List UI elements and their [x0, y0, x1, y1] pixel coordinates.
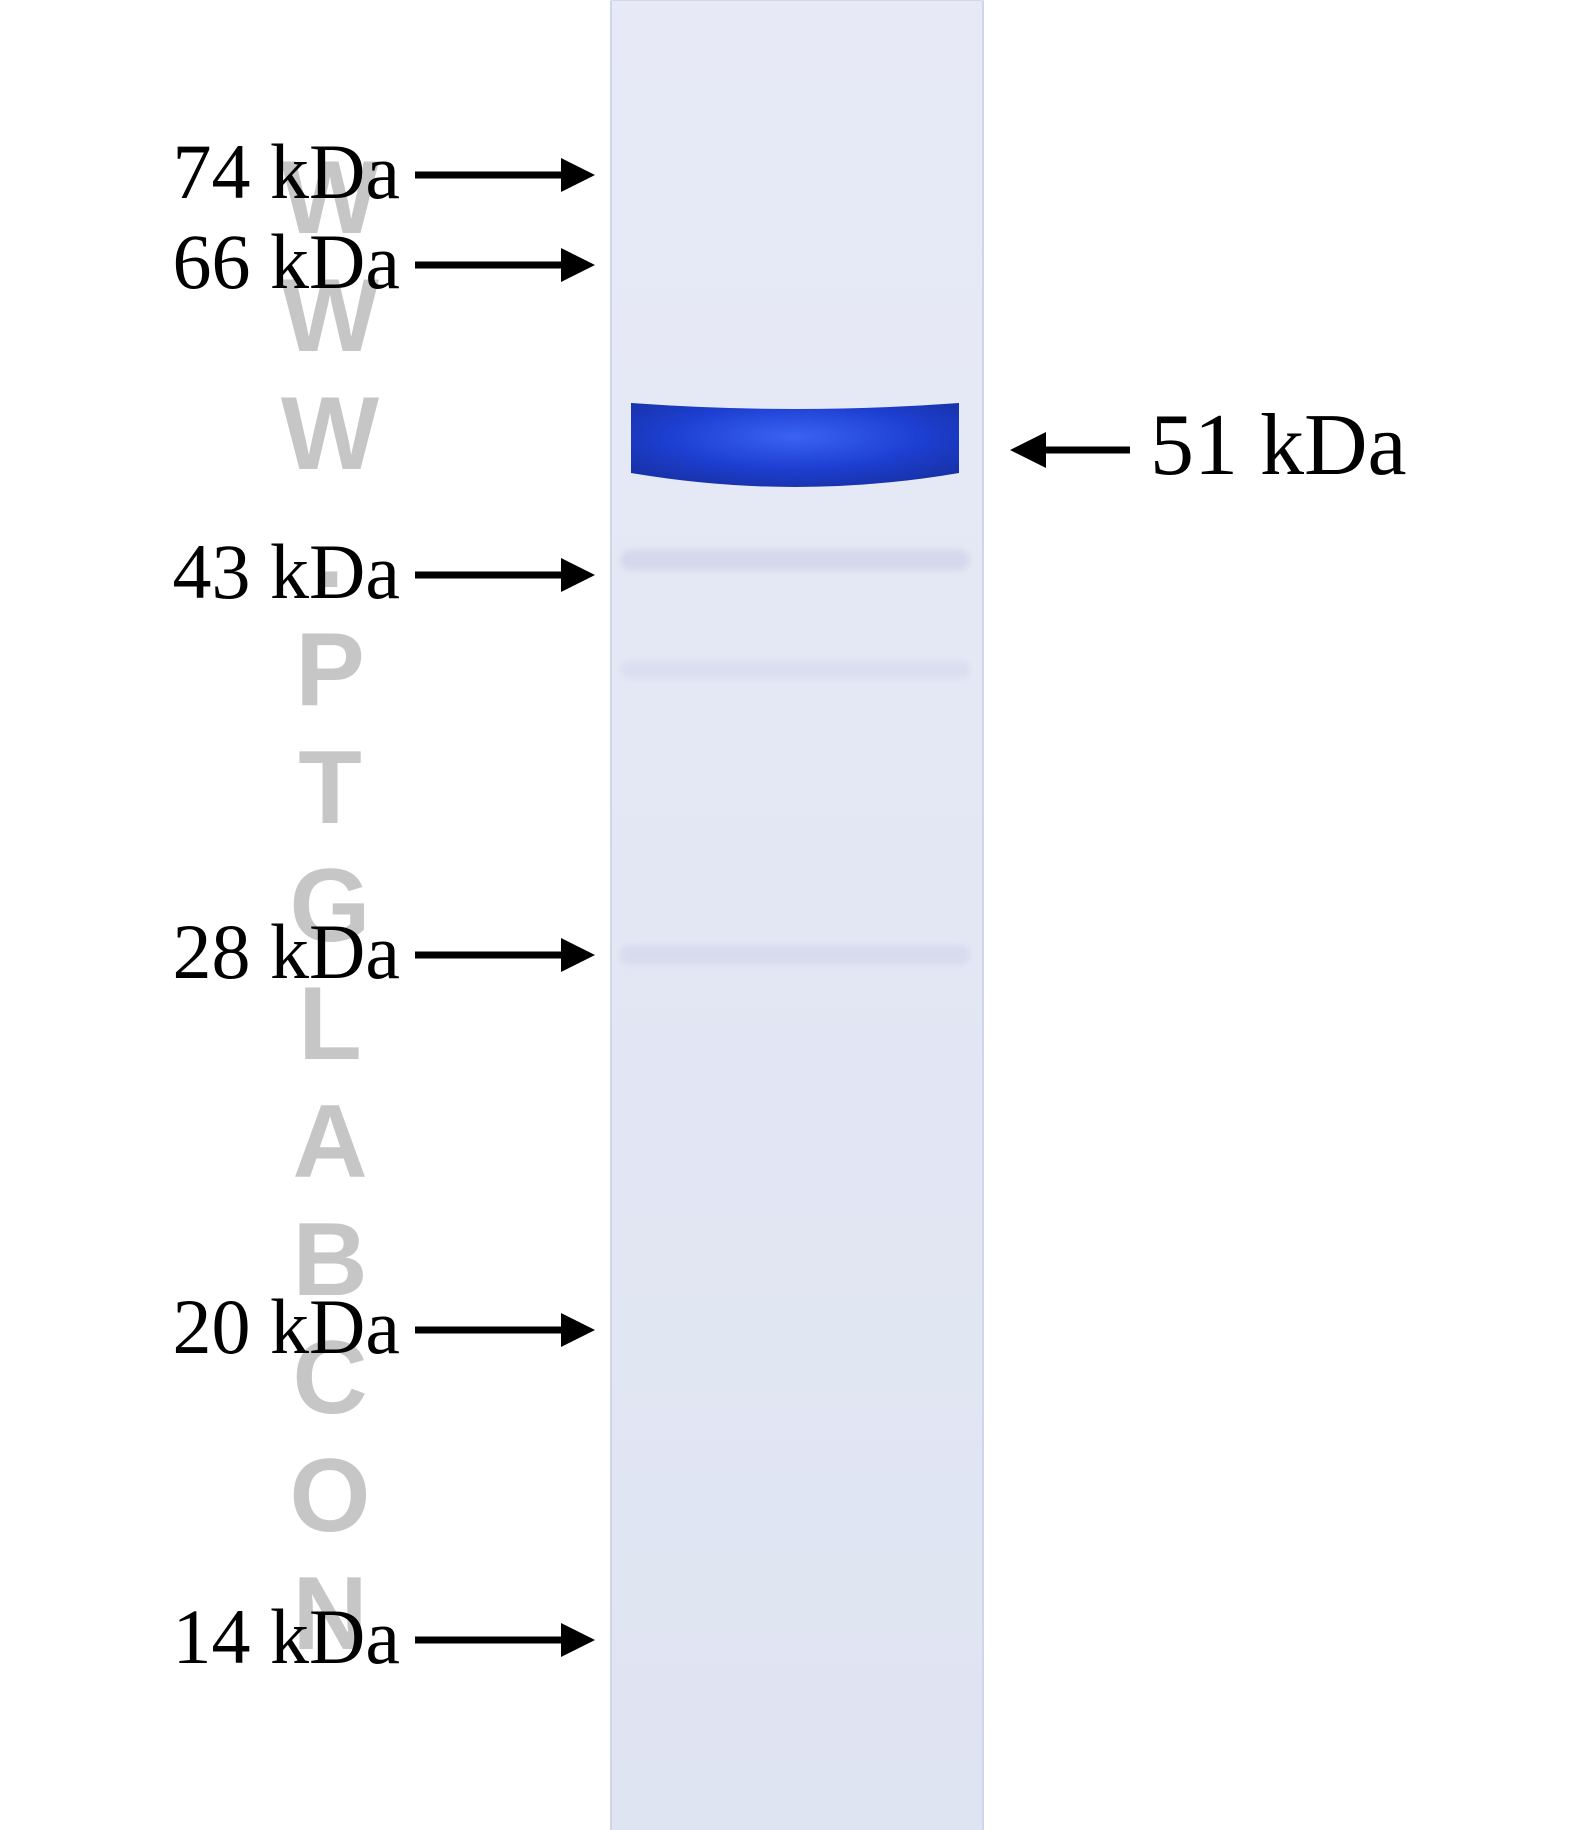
marker-arrow — [377, 1307, 633, 1353]
marker-label: 20 kDa — [110, 1282, 400, 1372]
marker-arrow — [377, 1617, 633, 1663]
marker-label: 74 kDa — [110, 127, 400, 217]
target-band-label: 51 kDa — [1150, 395, 1407, 496]
marker-label: 14 kDa — [110, 1592, 400, 1682]
marker-arrow — [377, 152, 633, 198]
faint-band — [620, 945, 970, 965]
marker-arrow — [377, 932, 633, 978]
marker-label: 28 kDa — [110, 907, 400, 997]
marker-label: 66 kDa — [110, 217, 400, 307]
faint-band — [620, 661, 970, 679]
gel-canvas: WWW.PTGLABCON 74 kDa66 kDa43 kDa28 kDa20… — [0, 0, 1585, 1830]
faint-band — [620, 549, 970, 571]
marker-label: 43 kDa — [110, 527, 400, 617]
gel-lane — [610, 0, 984, 1830]
target-arrow — [970, 426, 1170, 474]
protein-band-main — [625, 393, 965, 513]
marker-arrow — [377, 552, 633, 598]
marker-arrow — [377, 242, 633, 288]
